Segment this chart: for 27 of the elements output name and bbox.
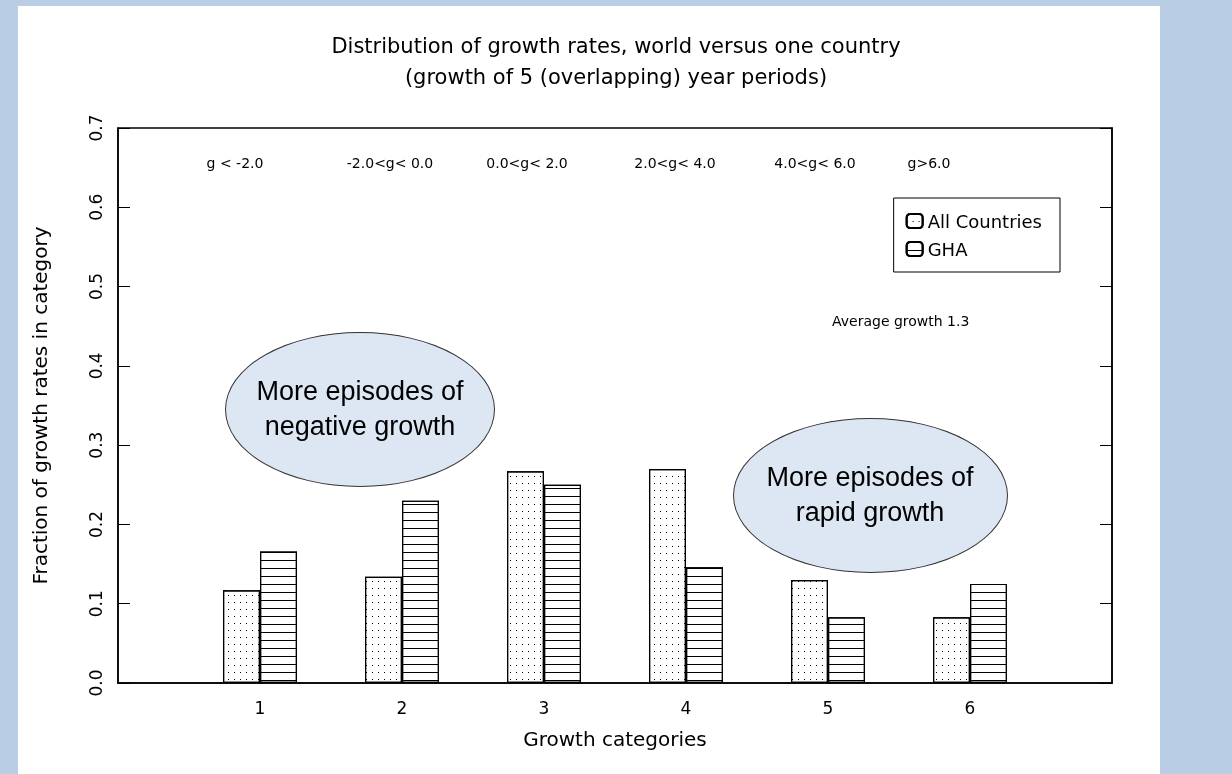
annotation: g>6.0: [907, 155, 951, 171]
x-axis-title: Growth categories: [523, 727, 707, 751]
annotation: 4.0<g< 6.0: [774, 155, 856, 171]
annotation: 0.0<g< 2.0: [486, 155, 568, 171]
y-tick-label: 0.7: [85, 114, 106, 142]
x-tick-label: 5: [822, 697, 834, 718]
y-tick-label: 0.2: [85, 510, 106, 538]
chart-subtitle: (growth of 5 (overlapping) year periods): [404, 64, 828, 89]
x-tick-label: 1: [254, 697, 266, 718]
annotation: 2.0<g< 4.0: [634, 155, 716, 171]
annotation: -2.0<g< 0.0: [346, 155, 434, 171]
annotation: Average growth 1.3: [832, 313, 970, 329]
legend-label: All Countries: [927, 210, 1043, 232]
y-tick-label: 0.3: [85, 431, 106, 459]
x-tick-label: 6: [964, 697, 976, 718]
annotation: g < -2.0: [206, 155, 264, 171]
x-tick-label: 3: [538, 697, 550, 718]
y-tick-label: 0.6: [85, 193, 106, 221]
y-tick-label: 0.0: [85, 669, 106, 697]
y-tick-label: 0.5: [85, 273, 106, 301]
y-tick-label: 0.1: [85, 590, 106, 618]
x-tick-label: 4: [680, 697, 692, 718]
legend-label: GHA: [927, 238, 969, 260]
chart-title: Distribution of growth rates, world versus one country: [331, 33, 901, 58]
x-tick-label: 2: [396, 697, 408, 718]
y-tick-label: 0.4: [85, 352, 106, 380]
y-axis-title: Fraction of growth rates in category: [28, 226, 52, 585]
